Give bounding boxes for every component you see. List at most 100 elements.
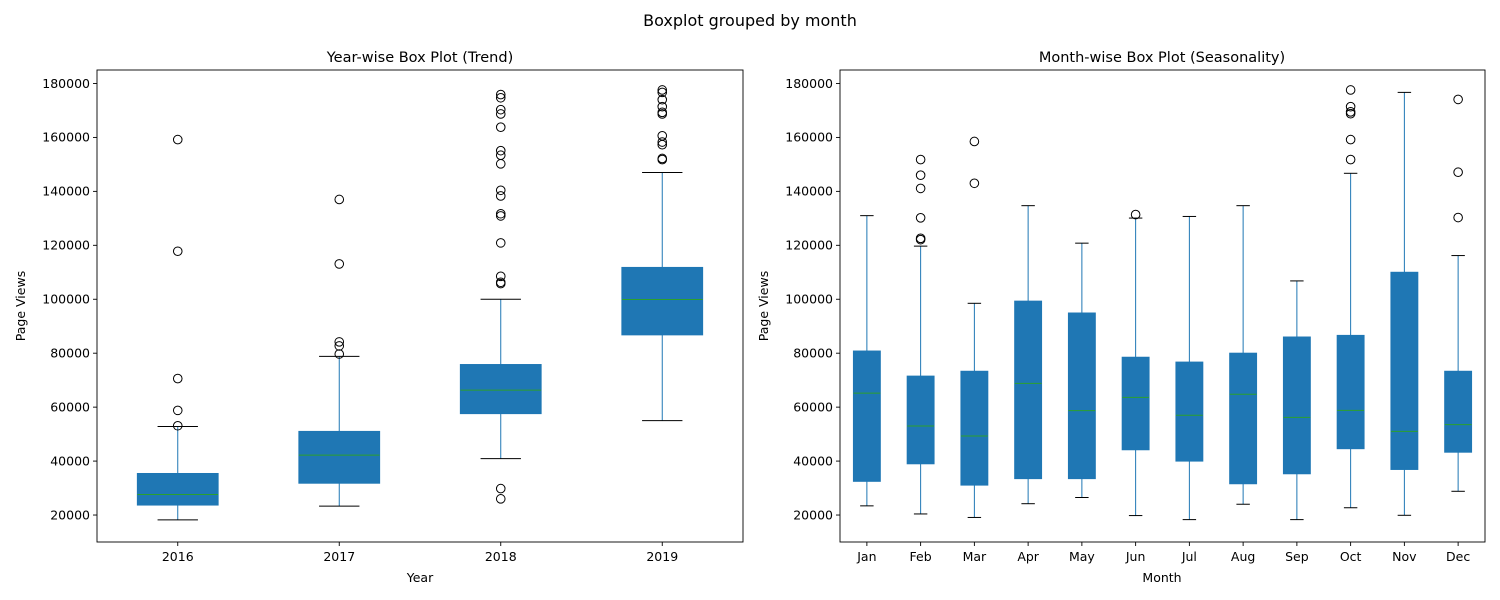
outlier-point xyxy=(495,191,506,201)
year-box-2018 xyxy=(459,89,542,504)
month-xtick-label: Nov xyxy=(1392,549,1417,564)
year-xtick-label: 2016 xyxy=(162,549,194,564)
iqr-box xyxy=(1229,352,1258,485)
month-ytick-label: 140000 xyxy=(785,184,833,199)
year-box-2019 xyxy=(621,85,704,422)
month-box-Apr xyxy=(1014,205,1043,505)
month-box-Jun xyxy=(1121,209,1150,517)
iqr-box xyxy=(1175,361,1204,462)
iqr-box xyxy=(1014,300,1043,480)
year-ytick-label: 100000 xyxy=(42,292,90,307)
iqr-box xyxy=(1282,336,1311,475)
year-ytick-label: 80000 xyxy=(50,346,90,361)
outlier-point xyxy=(915,213,926,223)
outlier-point xyxy=(495,238,506,248)
month-box-Oct xyxy=(1336,85,1365,509)
year-boxplot-panel: Year-wise Box Plot (Trend) Year Page Vie… xyxy=(13,50,744,585)
year-xtick-label: 2019 xyxy=(646,549,678,564)
outlier-point xyxy=(334,259,345,269)
month-xtick-label: Jul xyxy=(1181,549,1197,564)
month-ytick-label: 20000 xyxy=(793,507,833,522)
month-xtick-label: Jan xyxy=(856,549,876,564)
iqr-box xyxy=(1390,271,1419,470)
year-ytick-label: 140000 xyxy=(42,184,90,199)
outlier-point xyxy=(1345,85,1356,95)
month-axes-frame xyxy=(839,69,1486,543)
iqr-box xyxy=(1121,356,1150,451)
outlier-point xyxy=(1345,107,1356,117)
month-boxplot-xlabel: Month xyxy=(1142,570,1181,585)
year-ytick-label: 60000 xyxy=(50,399,90,414)
outlier-point xyxy=(495,122,506,132)
outlier-point xyxy=(657,94,668,105)
outlier-point xyxy=(1453,212,1463,223)
year-boxplot-xlabel: Year xyxy=(406,570,434,585)
month-xtick-label: Apr xyxy=(1017,549,1039,564)
outlier-point xyxy=(1453,94,1463,105)
year-xtick-label: 2018 xyxy=(485,549,517,564)
month-box-Mar xyxy=(960,136,989,518)
month-box-Feb xyxy=(906,154,935,515)
year-ytick-label: 40000 xyxy=(50,453,90,468)
iqr-box xyxy=(621,266,704,336)
year-axes-frame xyxy=(96,69,744,543)
month-xtick-label: Feb xyxy=(910,549,932,564)
year-ytick-label: 180000 xyxy=(42,76,90,91)
outlier-point xyxy=(172,405,183,416)
outlier-point xyxy=(172,373,183,384)
year-box-2016 xyxy=(136,134,219,521)
month-xtick-label: Jun xyxy=(1125,549,1146,564)
month-box-Dec xyxy=(1444,94,1473,492)
outlier-point xyxy=(172,246,183,257)
iqr-box xyxy=(1067,312,1096,480)
outlier-point xyxy=(495,89,506,100)
iqr-box xyxy=(136,472,219,506)
outlier-point xyxy=(657,137,668,147)
outlier-point xyxy=(495,109,506,119)
month-xtick-label: Dec xyxy=(1446,549,1470,564)
iqr-box xyxy=(960,370,989,486)
iqr-box xyxy=(852,350,881,482)
outlier-point xyxy=(334,194,345,205)
month-ytick-label: 80000 xyxy=(793,346,833,361)
outlier-point xyxy=(657,87,668,98)
figure-suptitle: Boxplot grouped by month xyxy=(643,11,857,30)
month-boxplot-panel: Month-wise Box Plot (Seasonality) Month … xyxy=(756,50,1486,585)
month-box-Aug xyxy=(1229,205,1258,505)
month-box-Jul xyxy=(1175,215,1204,521)
iqr-box xyxy=(1336,334,1365,450)
month-ytick-label: 160000 xyxy=(785,130,833,145)
month-ytick-label: 60000 xyxy=(793,399,833,414)
outlier-point xyxy=(1345,154,1356,165)
month-ytick-label: 120000 xyxy=(785,238,833,253)
outlier-point xyxy=(495,185,506,196)
outlier-point xyxy=(334,349,345,359)
month-xtick-label: Mar xyxy=(963,549,987,564)
outlier-point xyxy=(334,337,345,347)
outlier-point xyxy=(172,420,183,431)
iqr-box xyxy=(298,430,381,484)
month-box-May xyxy=(1067,242,1096,498)
year-boxplot-ylabel: Page Views xyxy=(13,271,28,341)
month-xtick-label: Oct xyxy=(1340,549,1362,564)
outlier-point xyxy=(495,277,506,288)
outlier-point xyxy=(495,211,506,221)
iqr-box xyxy=(1444,370,1473,453)
iqr-box xyxy=(906,375,935,465)
month-xtick-label: Aug xyxy=(1231,549,1255,564)
outlier-point xyxy=(657,131,668,141)
month-box-Sep xyxy=(1282,280,1311,521)
month-boxplot-ylabel: Page Views xyxy=(756,271,771,341)
month-boxplot-title: Month-wise Box Plot (Seasonality) xyxy=(1039,50,1285,66)
outlier-point xyxy=(495,145,506,156)
outlier-point xyxy=(495,483,506,494)
outlier-point xyxy=(1453,167,1463,178)
year-ytick-label: 160000 xyxy=(42,130,90,145)
outlier-point xyxy=(495,208,506,219)
outlier-point xyxy=(334,341,345,351)
year-xtick-label: 2017 xyxy=(323,549,355,564)
outlier-point xyxy=(657,101,668,112)
outlier-point xyxy=(495,92,506,103)
